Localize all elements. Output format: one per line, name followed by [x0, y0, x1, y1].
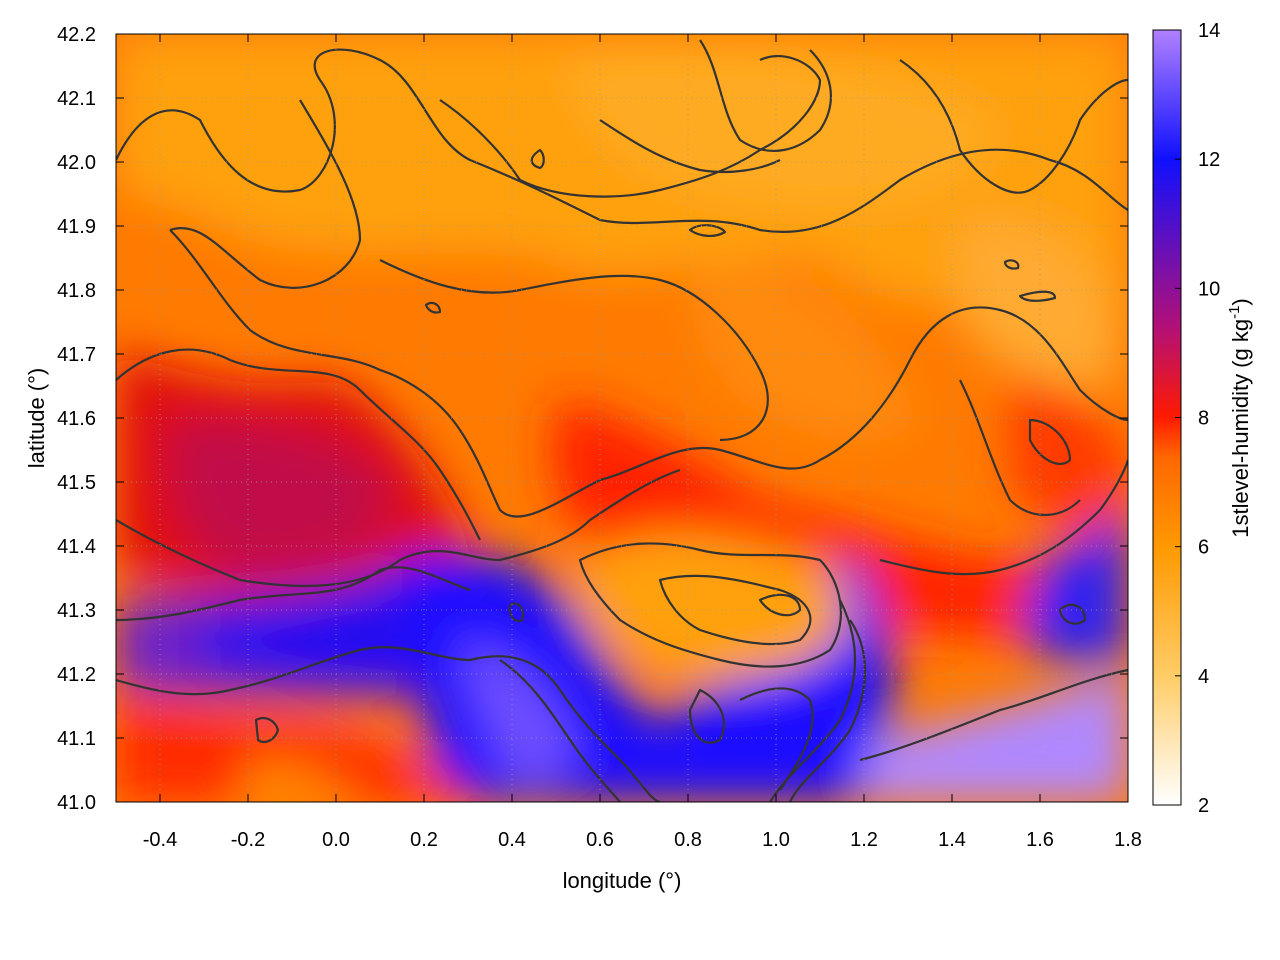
- x-tick-label: 0.4: [498, 829, 526, 851]
- contour-line: [254, 716, 280, 744]
- contour-line: [424, 301, 442, 314]
- contour-line: [688, 688, 725, 744]
- contour-line: [169, 99, 362, 289]
- colorbar-title: 1stlevel-humidity (g kg-1): [1226, 298, 1253, 538]
- y-axis: 41.0 41.1 41.2 41.3 41.4 41.5 41.6 41.7 41.8 41.9…: [57, 24, 1128, 814]
- contour-line: [739, 687, 814, 791]
- x-tick-label: 0.0: [322, 829, 350, 851]
- x-tick-label: 1.8: [1114, 829, 1142, 851]
- y-tick-label: 41.8: [57, 280, 96, 302]
- colorbar-title-main: 1stlevel-humidity (g kg: [1228, 319, 1253, 538]
- y-axis-title: latitude (°): [24, 368, 49, 469]
- colorbar-ticks: 2 4 6 8 10 12 14: [1175, 20, 1220, 817]
- colorbar-title-close: ): [1228, 298, 1253, 305]
- contour-line: [859, 668, 1128, 762]
- y-tick-label: 41.1: [57, 728, 96, 750]
- contour-line: [879, 459, 1128, 576]
- colorbar-tick-label: 6: [1198, 537, 1209, 559]
- contour-line: [116, 48, 1128, 234]
- y-tick-label: 42.1: [57, 88, 96, 110]
- heatmap-blobs: [116, 34, 1128, 802]
- x-tick-label: -0.4: [143, 829, 177, 851]
- contour-line: [788, 619, 866, 802]
- colorbar-tick-label: 10: [1198, 278, 1220, 300]
- contour-line: [379, 259, 769, 442]
- y-tick-label: 41.0: [57, 792, 96, 814]
- y-tick-label: 41.7: [57, 344, 96, 366]
- contour-line: [578, 542, 842, 668]
- x-axis-title: longitude (°): [563, 868, 682, 893]
- contour-line: [688, 224, 727, 237]
- contour-line: [1003, 259, 1020, 270]
- y-tick-label: 41.2: [57, 664, 96, 686]
- colorbar-title-exponent: -1: [1226, 306, 1243, 319]
- contour-line: [530, 148, 545, 170]
- contour-line: [116, 566, 471, 622]
- colorbar-tick-label: 2: [1198, 795, 1209, 817]
- contour-line: [1028, 418, 1072, 466]
- x-tick-label: 1.2: [850, 829, 878, 851]
- contour-line: [1018, 290, 1057, 302]
- y-tick-label: 41.6: [57, 408, 96, 430]
- contour-line: [699, 39, 832, 152]
- x-tick-label: 1.0: [762, 829, 790, 851]
- contour-line: [116, 646, 661, 802]
- y-tick-label: 41.4: [57, 536, 96, 558]
- contour-lines: [116, 39, 1128, 802]
- x-axis: -0.4 -0.2 0.0 0.2 0.4 0.6 0.8 1.0 1.2 1.4 1.6 1.8: [143, 34, 1142, 851]
- contour-line: [758, 593, 802, 617]
- x-tick-label: -0.2: [231, 829, 265, 851]
- contour-line: [508, 602, 524, 623]
- contour-line: [116, 468, 681, 588]
- colorbar-tick-label: 14: [1198, 20, 1220, 42]
- y-tick-label: 41.3: [57, 600, 96, 622]
- x-tick-label: 0.6: [586, 829, 614, 851]
- x-tick-label: 1.4: [938, 829, 966, 851]
- colorbar-tick-label: 4: [1198, 666, 1209, 688]
- colorbar-tick-label: 8: [1198, 408, 1209, 430]
- contour-line: [658, 574, 812, 646]
- x-tick-label: 0.8: [674, 829, 702, 851]
- contour-line: [899, 59, 1128, 194]
- contour-line: [439, 55, 822, 198]
- colorbar: 2 4 6 8 10 12 14 1stlevel-humidity (g kg-1): [1152, 20, 1253, 817]
- contour-line: [116, 348, 481, 541]
- y-tick-label: 41.9: [57, 216, 96, 238]
- contour-line: [959, 379, 1081, 517]
- contour-line: [499, 659, 621, 802]
- contour-line: [599, 119, 781, 174]
- contour-line: [169, 229, 1128, 518]
- x-tick-label: 0.2: [410, 829, 438, 851]
- x-tick-label: 1.6: [1026, 829, 1054, 851]
- contour-line: [1058, 603, 1087, 625]
- y-tick-label: 42.2: [57, 24, 96, 46]
- colorbar-tick-label: 12: [1198, 149, 1220, 171]
- contour-line: [769, 599, 857, 802]
- y-tick-label: 42.0: [57, 152, 96, 174]
- y-tick-label: 41.5: [57, 472, 96, 494]
